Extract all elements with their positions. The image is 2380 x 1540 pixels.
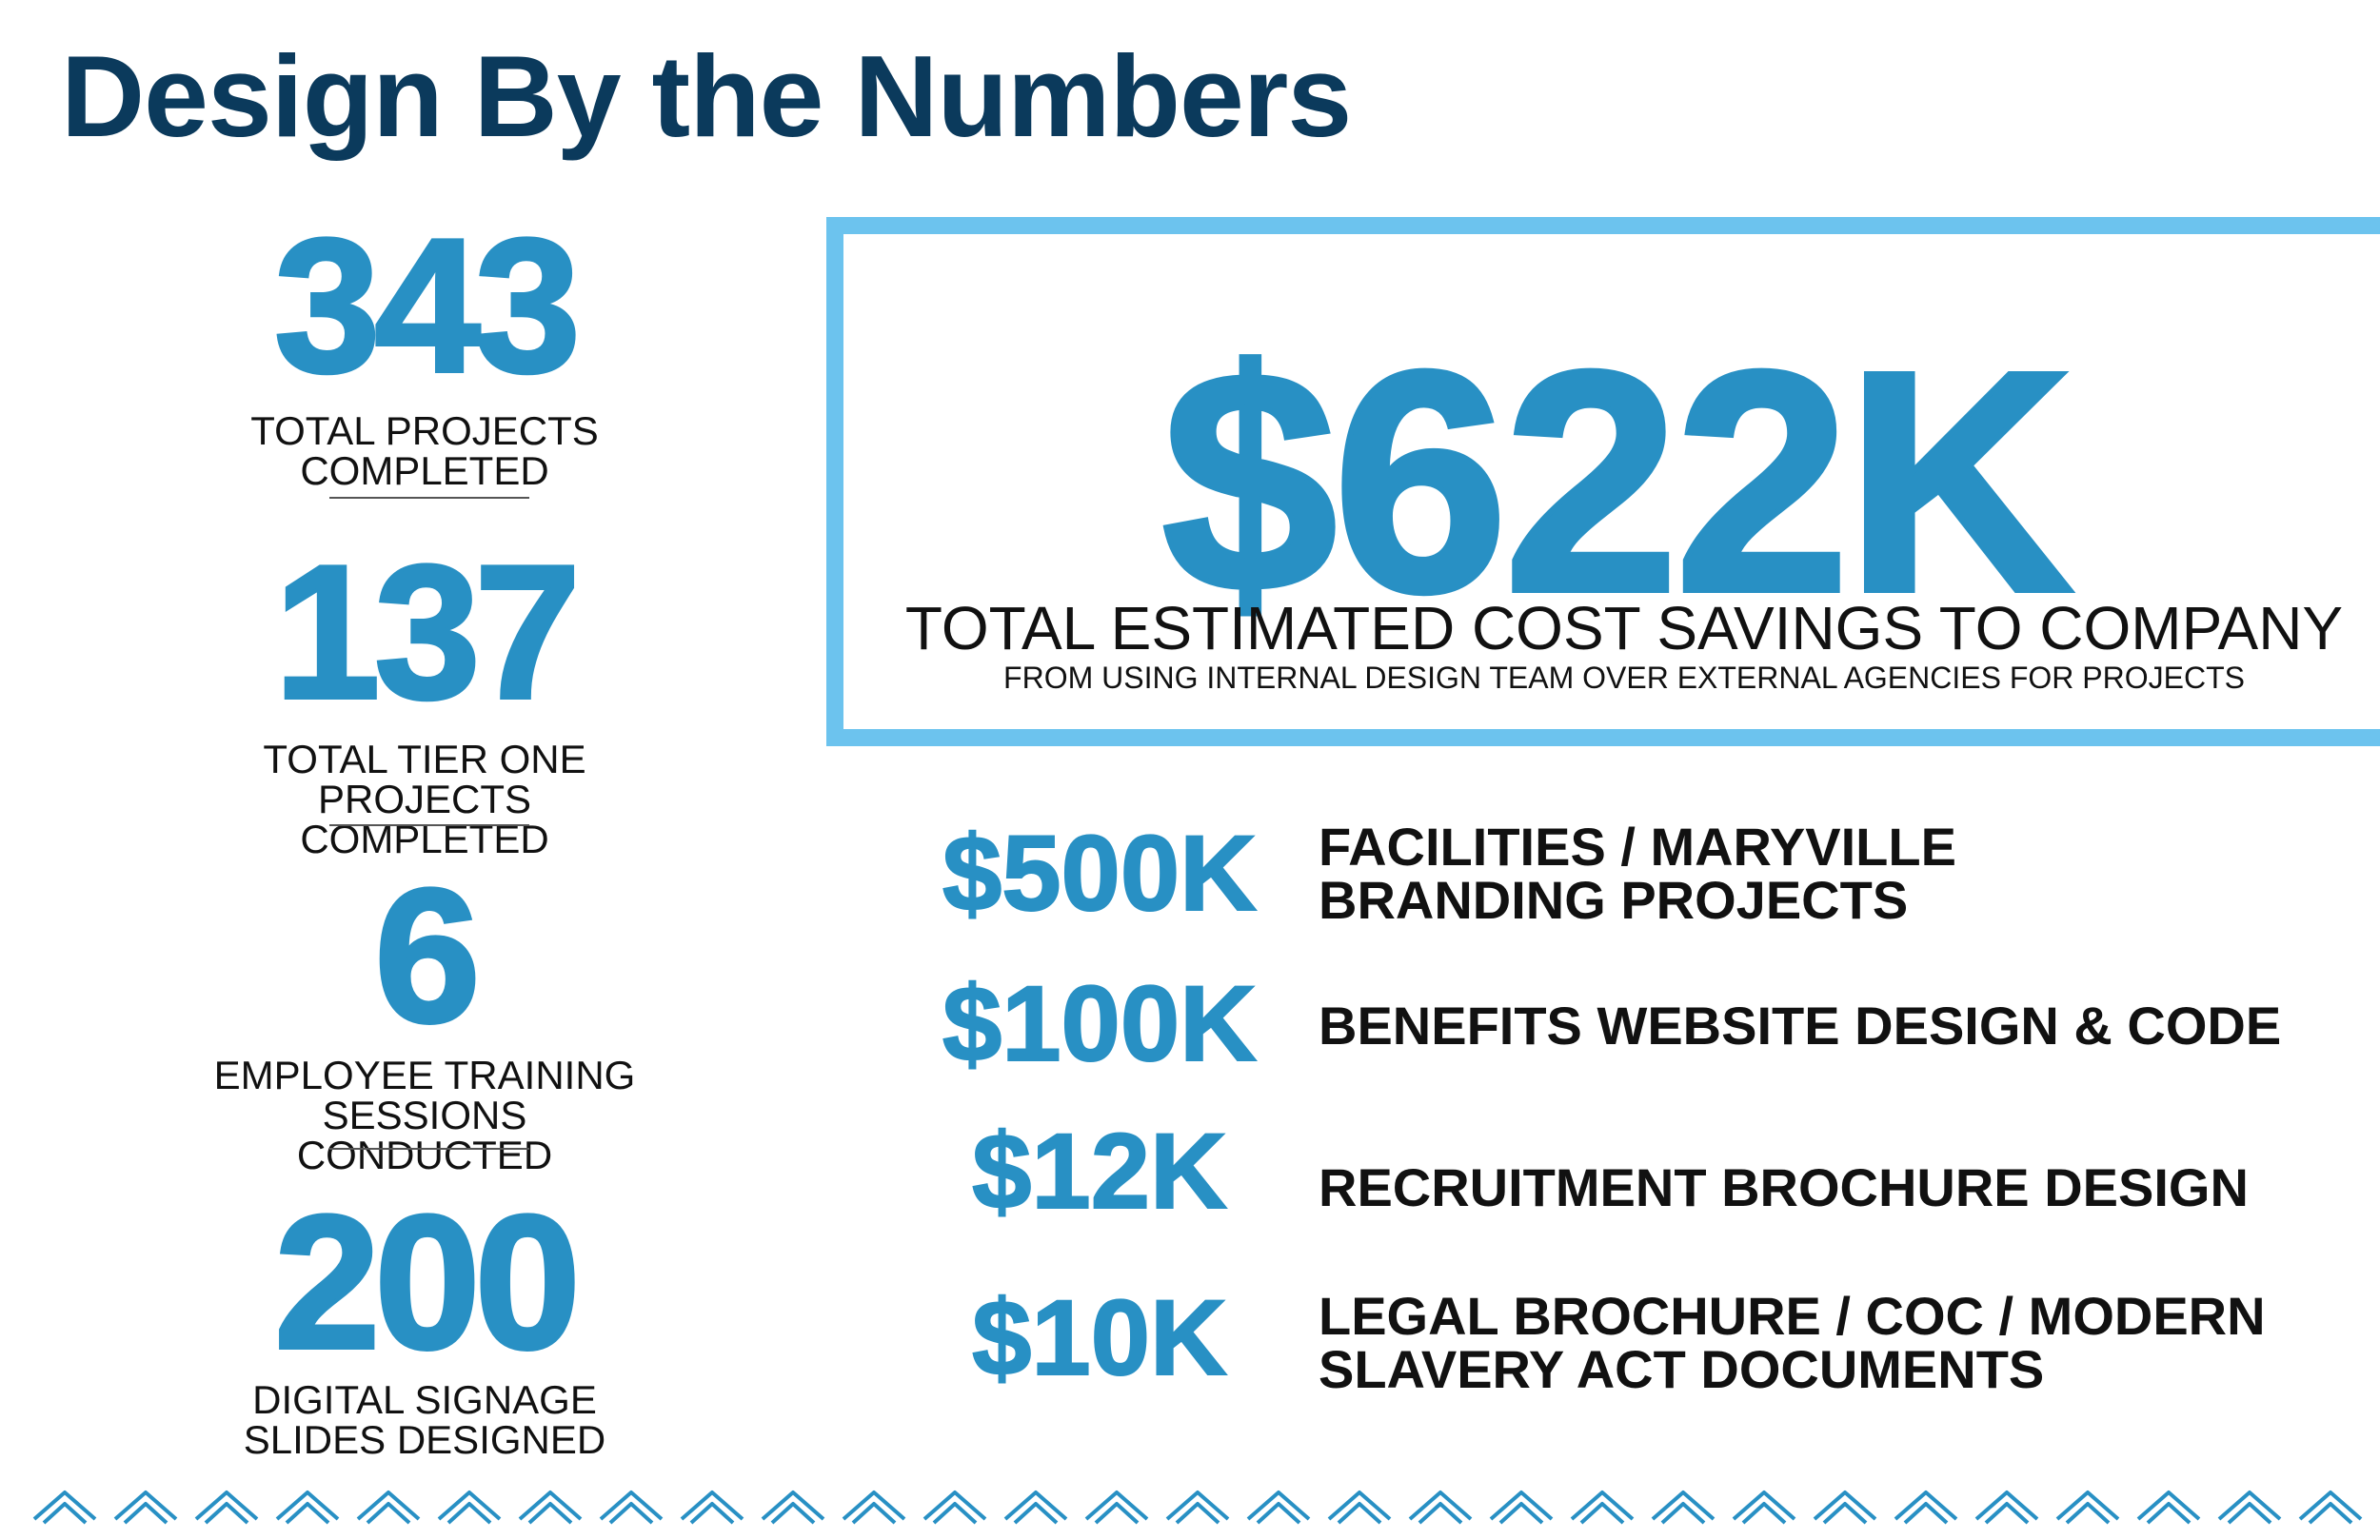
chevron-up-icon (1894, 1491, 1958, 1525)
chevron-up-icon (1813, 1491, 1877, 1525)
chevron-up-icon (113, 1491, 178, 1525)
chevron-up-icon (680, 1491, 744, 1525)
stat-label: EMPLOYEE TRAINING SESSIONS CONDUCTED (213, 1053, 636, 1177)
saving-description: LEGAL BROCHURE / COC / MODERN SLAVERY AC… (1319, 1286, 2266, 1399)
total-savings-label: TOTAL ESTIMATED COST SAVINGS TO COMPANY (904, 594, 2344, 662)
saving-amount: $12K (971, 1112, 1228, 1231)
chevron-up-icon (1651, 1491, 1716, 1525)
chevron-up-icon (194, 1491, 259, 1525)
chevron-up-icon (275, 1491, 340, 1525)
divider (329, 1148, 529, 1150)
chevron-up-icon (1084, 1491, 1149, 1525)
chevron-up-icon (1003, 1491, 1068, 1525)
stat-total-projects: 343 TOTAL PROJECTS COMPLETED (196, 200, 653, 493)
chevron-up-icon (1327, 1491, 1392, 1525)
chevron-up-icon (1732, 1491, 1796, 1525)
chevron-up-icon (2298, 1491, 2363, 1525)
chevron-up-icon (2136, 1491, 2201, 1525)
chevron-up-icon (922, 1491, 987, 1525)
chevron-up-icon (1165, 1491, 1230, 1525)
total-savings-sublabel: FROM USING INTERNAL DESIGN TEAM OVER EXT… (1003, 661, 2245, 695)
chevron-up-icon (1974, 1491, 2039, 1525)
saving-amount: $100K (942, 964, 1258, 1083)
chevron-up-icon (599, 1491, 664, 1525)
chevron-up-icon (1408, 1491, 1473, 1525)
stat-label: TOTAL PROJECTS COMPLETED (250, 408, 599, 493)
chevron-up-icon (2055, 1491, 2120, 1525)
stat-value: 137 (272, 526, 583, 739)
stat-value: 343 (272, 200, 583, 412)
chevron-row (32, 1491, 2363, 1525)
chevron-up-icon (842, 1491, 906, 1525)
chevron-up-icon (1570, 1491, 1635, 1525)
chevron-up-icon (518, 1491, 583, 1525)
chevron-up-icon (437, 1491, 502, 1525)
divider (329, 497, 529, 499)
saving-amount: $500K (942, 814, 1258, 933)
chevron-up-icon (356, 1491, 421, 1525)
page-title: Design By the Numbers (61, 31, 1352, 161)
chevron-up-icon (761, 1491, 825, 1525)
stat-signage-slides: 200 DIGITAL SIGNAGE SLIDES DESIGNED (196, 1176, 653, 1462)
divider (329, 824, 529, 826)
saving-description: RECRUITMENT BROCHURE DESIGN (1319, 1157, 2249, 1217)
chevron-up-icon (1246, 1491, 1311, 1525)
saving-description: FACILITIES / MARYVILLE BRANDING PROJECTS (1319, 817, 1956, 930)
stat-value: 200 (272, 1176, 583, 1389)
chevron-up-icon (2217, 1491, 2282, 1525)
stat-label: TOTAL TIER ONE PROJECTS COMPLETED (263, 737, 586, 861)
chevron-up-icon (1489, 1491, 1554, 1525)
stat-value: 6 (372, 850, 482, 1062)
stat-training-sessions: 6 EMPLOYEE TRAINING SESSIONS CONDUCTED (196, 850, 653, 1177)
total-savings-value: $622K (1160, 306, 2075, 657)
chevron-up-icon (32, 1491, 97, 1525)
saving-description: BENEFITS WEBSITE DESIGN & CODE (1319, 996, 2282, 1056)
saving-amount: $10K (971, 1278, 1228, 1397)
stat-tier-one-projects: 137 TOTAL TIER ONE PROJECTS COMPLETED (196, 526, 653, 861)
cost-savings-highlight-box: $622K TOTAL ESTIMATED COST SAVINGS TO CO… (826, 217, 2380, 746)
stat-label: DIGITAL SIGNAGE SLIDES DESIGNED (243, 1377, 606, 1462)
